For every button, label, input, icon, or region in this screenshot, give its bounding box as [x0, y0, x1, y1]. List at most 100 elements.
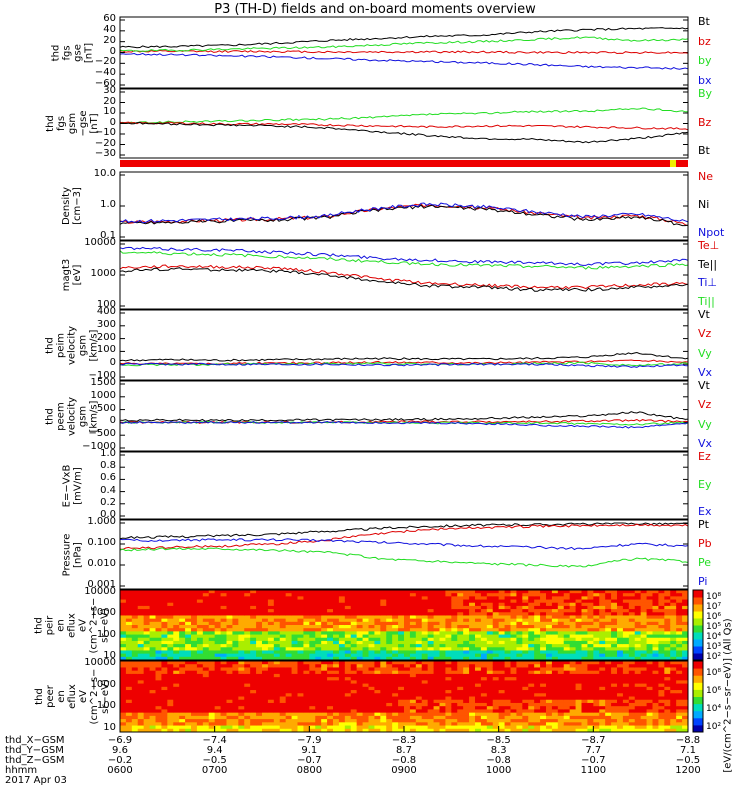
- heatmap-cell: [652, 634, 659, 639]
- heatmap-cell: [350, 593, 358, 597]
- heatmap-cell: [486, 702, 494, 707]
- heatmap-cell: [297, 631, 304, 636]
- heatmap-cell: [398, 605, 405, 610]
- heatmap-cell: [445, 621, 452, 626]
- heatmap-cell: [534, 709, 541, 714]
- heatmap-cell: [498, 702, 506, 707]
- heatmap-cell: [202, 680, 210, 685]
- heatmap-cell: [575, 725, 582, 730]
- heatmap-cell: [149, 719, 156, 723]
- heatmap-cell: [605, 696, 612, 701]
- heatmap-cell: [658, 706, 665, 710]
- heatmap-cell: [504, 719, 511, 723]
- heatmap-cell: [427, 715, 435, 720]
- heatmap-cell: [439, 719, 446, 723]
- heatmap-cell: [498, 656, 506, 661]
- heatmap-cell: [256, 647, 263, 651]
- heatmap-cell: [498, 664, 506, 668]
- heatmap-cell: [664, 653, 671, 658]
- heatmap-cell: [617, 656, 624, 661]
- heatmap-cell: [510, 644, 517, 648]
- heatmap-cell: [427, 673, 435, 678]
- heatmap-cell: [309, 605, 316, 610]
- heatmap-cell: [279, 615, 287, 620]
- legend-Bt: Bt: [698, 15, 710, 28]
- heatmap-cell: [463, 686, 470, 691]
- heatmap-cell: [445, 653, 452, 658]
- heatmap-cell: [179, 590, 186, 594]
- heatmap-cell: [676, 640, 683, 645]
- heatmap-cell: [321, 644, 328, 648]
- heatmap-cell: [250, 702, 257, 707]
- heatmap-cell: [143, 605, 151, 610]
- heatmap-cell: [380, 590, 387, 594]
- heatmap-cell: [327, 673, 334, 678]
- heatmap-cell: [457, 670, 464, 675]
- heatmap-cell: [534, 625, 541, 629]
- heatmap-cell: [350, 686, 358, 691]
- heatmap-cell: [256, 722, 263, 727]
- heatmap-cell: [321, 637, 328, 642]
- heatmap-cell: [469, 621, 476, 626]
- heatmap-cell: [451, 644, 458, 648]
- heatmap-cell: [587, 590, 594, 594]
- heatmap-cell: [256, 634, 263, 639]
- heatmap-cell: [415, 634, 423, 639]
- heatmap-cell: [374, 699, 381, 704]
- heatmap-cell: [398, 667, 405, 672]
- heatmap-cell: [279, 677, 287, 681]
- heatmap-cell: [640, 696, 648, 701]
- heatmap-cell: [131, 715, 139, 720]
- heatmap-cell: [463, 647, 470, 651]
- heatmap-cell: [480, 722, 488, 727]
- heatmap-cell: [658, 640, 665, 645]
- heatmap-cell: [256, 596, 263, 601]
- heatmap-cell: [404, 690, 411, 694]
- heatmap-cell: [350, 696, 358, 701]
- heatmap-cell: [374, 650, 381, 655]
- heatmap-cell: [682, 696, 689, 701]
- heatmap-cell: [510, 673, 517, 678]
- heatmap-cell: [486, 615, 494, 620]
- heatmap-cell: [338, 618, 346, 623]
- heatmap-cell: [628, 673, 636, 678]
- xaxis-value: −0.5: [202, 755, 227, 766]
- heatmap-cell: [232, 661, 239, 665]
- heatmap-cell: [676, 602, 683, 607]
- heatmap-cell: [398, 706, 405, 710]
- heatmap-cell: [196, 712, 204, 717]
- heatmap-cell: [208, 615, 216, 620]
- heatmap-cell: [185, 728, 192, 733]
- heatmap-cell: [244, 596, 251, 601]
- heatmap-cell: [599, 670, 606, 675]
- heatmap-cell: [238, 615, 245, 620]
- heatmap-cell: [658, 696, 665, 701]
- heatmap-cell: [457, 647, 464, 651]
- heatmap-cell: [640, 664, 648, 668]
- heatmap-cell: [427, 712, 435, 717]
- heatmap-cell: [143, 670, 151, 675]
- heatmap-cell: [540, 634, 547, 639]
- heatmap-cell: [196, 725, 204, 730]
- heatmap-cell: [451, 699, 458, 704]
- heatmap-cell: [611, 686, 618, 691]
- heatmap-cell: [622, 637, 630, 642]
- heatmap-cell: [309, 680, 316, 685]
- heatmap-cell: [593, 615, 600, 620]
- heatmap-cell: [120, 693, 127, 697]
- heatmap-cell: [563, 634, 571, 639]
- heatmap-cell: [563, 644, 571, 648]
- heatmap-cell: [267, 593, 275, 597]
- heatmap-cell: [285, 725, 293, 730]
- heatmap-cell: [563, 647, 571, 651]
- heatmap-cell: [587, 647, 594, 651]
- heatmap-cell: [208, 725, 216, 730]
- heatmap-cell: [344, 621, 352, 626]
- heatmap-cell: [664, 644, 671, 648]
- heatmap-cell: [125, 712, 133, 717]
- heatmap-cell: [445, 699, 452, 704]
- heatmap-cell: [214, 625, 222, 629]
- heatmap-cell: [569, 728, 577, 733]
- heatmap-cell: [196, 621, 204, 626]
- heatmap-cell: [628, 693, 636, 697]
